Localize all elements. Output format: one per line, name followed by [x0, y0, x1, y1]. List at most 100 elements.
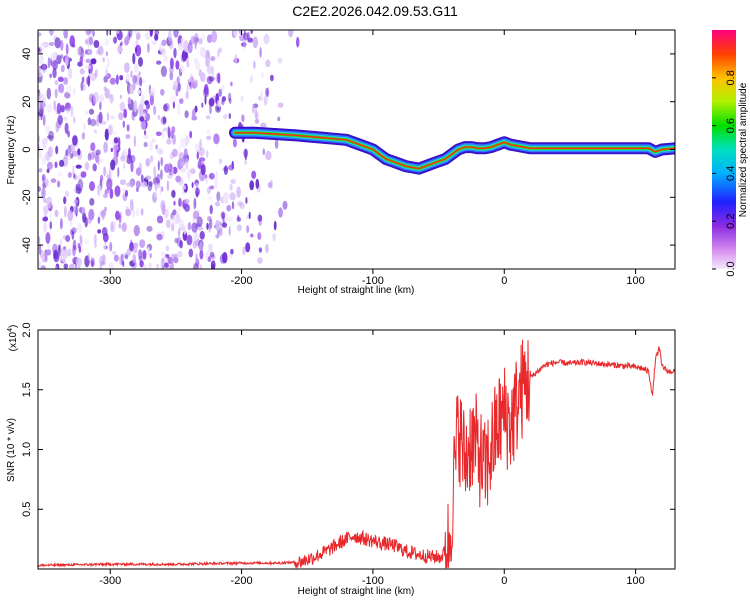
- noise-speckle: [193, 197, 197, 210]
- noise-speckle: [38, 243, 42, 255]
- noise-speckle: [65, 234, 71, 243]
- noise-speckle: [72, 165, 75, 177]
- noise-speckle: [87, 252, 90, 261]
- colorbar-tick-label: 0.4: [725, 166, 737, 181]
- noise-speckle: [254, 118, 259, 124]
- noise-speckle: [112, 131, 117, 136]
- noise-speckle: [191, 108, 196, 121]
- y-tick-label: -20: [21, 189, 33, 205]
- noise-speckle: [125, 134, 131, 139]
- noise-speckle: [176, 76, 180, 84]
- noise-speckle: [184, 110, 189, 119]
- noise-speckle: [67, 172, 72, 178]
- noise-speckle: [98, 111, 103, 124]
- noise-speckle: [71, 227, 77, 235]
- noise-speckle: [84, 109, 89, 116]
- noise-speckle: [101, 209, 105, 221]
- noise-speckle: [195, 62, 201, 71]
- noise-speckle: [167, 126, 171, 139]
- noise-speckle: [183, 148, 188, 157]
- noise-speckle: [245, 242, 251, 253]
- colorbar-tick-label: 0.0: [725, 261, 737, 276]
- noise-speckle: [139, 76, 143, 87]
- noise-speckle: [156, 215, 164, 224]
- signal-trace: [229, 126, 675, 175]
- noise-speckle: [56, 102, 62, 115]
- noise-speckle: [132, 53, 136, 65]
- noise-speckle: [42, 182, 47, 189]
- noise-speckle: [42, 63, 47, 73]
- noise-speckle: [194, 143, 200, 153]
- noise-speckle: [136, 89, 141, 95]
- noise-speckle: [42, 98, 45, 110]
- noise-speckle: [122, 187, 126, 195]
- noise-speckle: [80, 171, 87, 178]
- noise-speckle: [163, 104, 168, 112]
- noise-speckle: [149, 94, 154, 106]
- noise-speckle: [119, 101, 126, 112]
- noise-speckle: [94, 69, 98, 78]
- noise-speckle: [236, 217, 241, 222]
- noise-speckle: [221, 84, 225, 92]
- noise-speckle: [110, 221, 114, 233]
- noise-speckle: [98, 185, 102, 197]
- noise-speckle: [65, 190, 69, 198]
- noise-speckle: [162, 116, 167, 124]
- noise-speckle: [106, 174, 110, 180]
- noise-speckle: [64, 91, 71, 99]
- noise-speckle: [175, 88, 179, 97]
- noise-speckle: [59, 159, 65, 167]
- noise-speckle: [257, 232, 262, 241]
- y-tick-label: 40: [21, 48, 33, 60]
- x-tick-label: 100: [626, 575, 644, 587]
- noise-speckle: [38, 47, 41, 53]
- noise-speckle: [54, 209, 59, 218]
- noise-speckle: [140, 208, 144, 216]
- noise-speckle: [205, 56, 211, 68]
- noise-speckle: [48, 42, 55, 46]
- noise-speckle: [187, 222, 192, 231]
- noise-speckle: [170, 57, 174, 70]
- noise-speckle: [120, 155, 126, 162]
- noise-speckle: [206, 65, 213, 75]
- noise-speckle: [176, 102, 181, 112]
- noise-speckle: [181, 49, 187, 62]
- noise-speckle: [270, 74, 274, 82]
- noise-speckle: [164, 163, 170, 173]
- noise-speckle: [120, 41, 123, 46]
- noise-speckle: [183, 225, 186, 235]
- noise-speckle: [75, 257, 82, 267]
- noise-speckle: [118, 112, 124, 121]
- noise-speckle: [206, 150, 209, 158]
- noise-speckle: [195, 253, 198, 264]
- noise-speckle: [87, 75, 91, 87]
- noise-speckle: [171, 126, 176, 134]
- snr-multiplier-close: ): [8, 325, 19, 328]
- noise-speckle: [140, 119, 146, 131]
- noise-speckle: [230, 81, 233, 87]
- noise-speckle: [151, 138, 156, 143]
- noise-speckle: [167, 174, 173, 179]
- noise-speckle: [261, 72, 264, 79]
- noise-speckle: [203, 83, 209, 96]
- noise-speckle: [113, 36, 117, 44]
- noise-speckle: [186, 234, 193, 246]
- noise-speckle: [64, 122, 69, 134]
- noise-speckle: [265, 59, 271, 68]
- noise-speckle: [100, 261, 106, 266]
- noise-speckle: [85, 58, 92, 64]
- noise-speckle: [55, 145, 59, 155]
- noise-speckle: [115, 30, 120, 34]
- y-tick-label: 0: [21, 146, 33, 152]
- noise-speckle: [57, 171, 62, 177]
- noise-speckle: [135, 180, 141, 189]
- noise-speckle: [49, 221, 53, 230]
- noise-speckle: [77, 47, 82, 56]
- top-y-axis-label: Frequency (Hz): [6, 116, 17, 185]
- noise-speckle: [156, 263, 159, 269]
- noise-speckle: [60, 54, 64, 59]
- noise-speckle: [42, 114, 46, 126]
- noise-speckle: [41, 137, 48, 145]
- noise-speckle: [139, 260, 144, 268]
